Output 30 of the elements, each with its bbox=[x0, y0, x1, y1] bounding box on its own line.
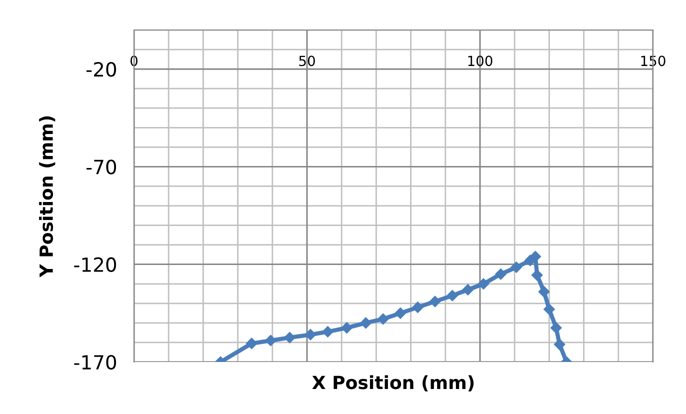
y-tick-label: -120 bbox=[74, 257, 116, 272]
point bbox=[510, 262, 522, 273]
y-tick-label: -20 bbox=[86, 62, 116, 77]
y-tick-label: -170 bbox=[74, 354, 116, 370]
point bbox=[538, 286, 550, 298]
point bbox=[412, 302, 424, 313]
y-axis-title: Y Position (mm) bbox=[39, 116, 56, 278]
x-axis-title: X Position (mm) bbox=[312, 375, 474, 392]
x-tick-label: 100 bbox=[468, 56, 492, 66]
point bbox=[265, 334, 276, 346]
x-tick-label: 150 bbox=[641, 56, 666, 66]
point bbox=[429, 296, 441, 308]
point bbox=[550, 322, 562, 334]
point bbox=[341, 322, 352, 334]
point bbox=[284, 332, 296, 344]
point bbox=[446, 290, 458, 302]
point bbox=[378, 313, 389, 325]
y-tick-label: -70 bbox=[86, 160, 116, 174]
point bbox=[304, 329, 316, 340]
point bbox=[360, 317, 372, 329]
point bbox=[322, 326, 334, 338]
point bbox=[246, 338, 258, 350]
point bbox=[462, 284, 474, 296]
point bbox=[531, 269, 543, 281]
point bbox=[544, 304, 555, 315]
point bbox=[495, 268, 506, 280]
point bbox=[554, 338, 566, 350]
x-tick-label: 50 bbox=[299, 56, 315, 66]
point bbox=[478, 278, 490, 290]
point bbox=[394, 308, 406, 319]
